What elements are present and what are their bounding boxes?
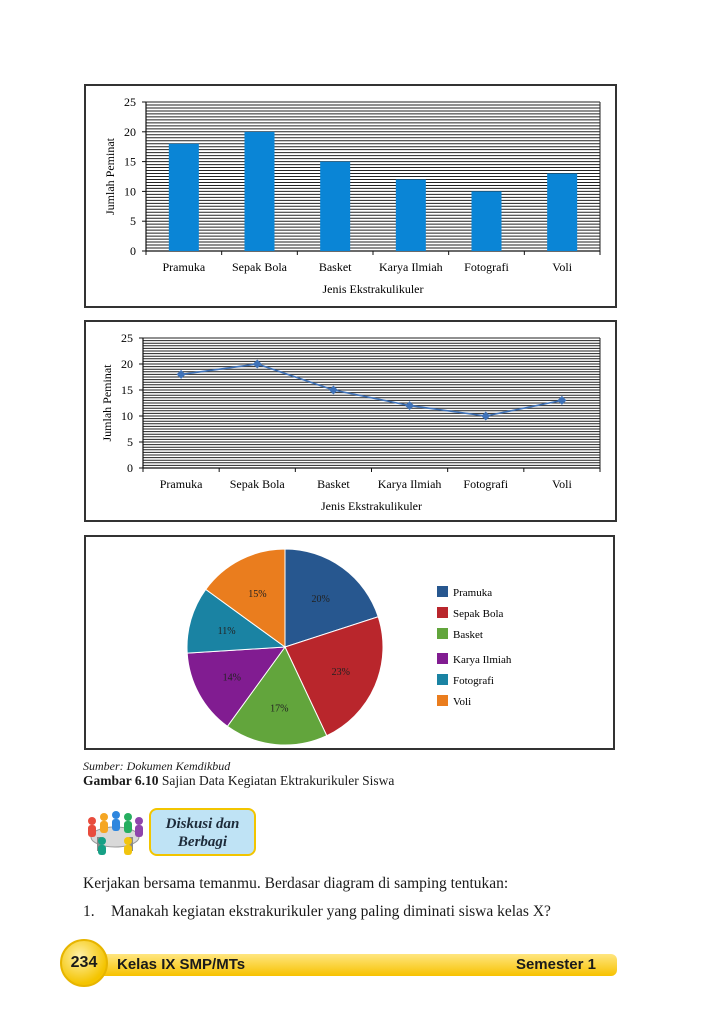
question-number: 1. xyxy=(83,903,95,920)
y-tick-label: 5 xyxy=(130,214,136,228)
book-title: Kelas IX SMP/MTs xyxy=(117,956,246,973)
line-chart: 0 5 10 15 20 25 Pramuka Sepak Bola Basket Karya I… xyxy=(84,320,617,522)
legend-swatch xyxy=(437,653,448,664)
y-tick-label: 15 xyxy=(124,155,136,169)
y-tick-label: 0 xyxy=(130,244,136,258)
slice-label: 14% xyxy=(223,672,241,683)
data-point xyxy=(176,369,186,379)
pie-slice xyxy=(186,588,287,654)
y-tick-label: 25 xyxy=(121,331,133,345)
bar xyxy=(320,161,351,251)
legend-swatch xyxy=(437,628,448,639)
pie-slice xyxy=(284,616,384,737)
pie-chart: 20% 23% 17% 14% 11% 15% Pramuka Sepak Bola Baske… xyxy=(84,535,615,750)
legend-swatch xyxy=(437,695,448,706)
legend-label: Voli xyxy=(453,696,471,708)
y-axis-label: Jumlah Peminat xyxy=(103,137,117,215)
x-axis-label: Jenis Ekstrakulikuler xyxy=(321,499,422,513)
x-tick-label: Basket xyxy=(319,260,352,274)
discussion-title-line1: Diskusi dan xyxy=(165,816,240,832)
bar xyxy=(395,179,426,251)
data-point xyxy=(481,411,491,421)
legend-swatch xyxy=(437,586,448,597)
bar xyxy=(547,173,578,251)
semester-label: Semester 1 xyxy=(515,956,596,973)
data-point xyxy=(405,401,415,411)
pie-slice xyxy=(205,548,286,648)
legend-swatch xyxy=(437,607,448,618)
slice-label: 15% xyxy=(248,589,266,600)
bar-chart: 0 5 10 15 20 25 Pramuka Sepak Bola Basket Karya I… xyxy=(84,84,617,308)
figure-caption: Gambar 6.10 Sajian Data Kegiatan Ektraku… xyxy=(83,773,394,789)
slice-label: 23% xyxy=(332,667,350,678)
y-tick-label: 0 xyxy=(127,461,133,475)
pie-slice xyxy=(186,646,287,727)
x-tick-label: Pramuka xyxy=(163,260,206,274)
footer-bar xyxy=(94,954,617,976)
y-tick-label: 20 xyxy=(124,125,136,139)
x-tick-label: Voli xyxy=(552,477,572,491)
bar xyxy=(244,131,275,251)
legend-swatch xyxy=(437,674,448,685)
x-tick-label: Sepak Bola xyxy=(230,477,286,491)
x-tick-label: Fotografi xyxy=(463,477,508,491)
bar xyxy=(471,191,502,251)
x-axis-label: Jenis Ekstrakulikuler xyxy=(323,282,424,296)
group-people-icon xyxy=(88,811,143,855)
figure-source: Sumber: Dokumen Kemdikbud xyxy=(83,759,231,773)
x-tick-label: Fotografi xyxy=(464,260,509,274)
question-text: Manakah kegiatan ekstrakurikuler yang pa… xyxy=(111,903,551,920)
y-tick-label: 5 xyxy=(127,435,133,449)
y-tick-label: 10 xyxy=(121,409,133,423)
legend-label: Sepak Bola xyxy=(453,608,504,620)
y-tick-label: 15 xyxy=(121,383,133,397)
legend-label: Basket xyxy=(453,629,483,641)
question-item: 1. Manakah kegiatan ekstrakurikuler yang … xyxy=(83,903,551,921)
x-tick-label: Sepak Bola xyxy=(232,260,288,274)
figure-label: Gambar 6.10 xyxy=(83,773,159,788)
slice-label: 11% xyxy=(218,626,236,637)
legend-label: Pramuka xyxy=(453,587,492,599)
slice-label: 17% xyxy=(270,703,288,714)
pie-chart-svg: 20% 23% 17% 14% 11% 15% Pramuka Sepak Bola Baske… xyxy=(186,548,512,746)
bar-chart-svg: 0 5 10 15 20 25 Pramuka Sepak Bola Basket Karya I… xyxy=(103,95,601,296)
y-tick-label: 10 xyxy=(124,184,136,198)
series-line xyxy=(180,363,563,417)
legend-label: Karya Ilmiah xyxy=(453,654,512,666)
y-tick-label: 25 xyxy=(124,95,136,109)
x-tick-label: Basket xyxy=(317,477,350,491)
slice-label: 20% xyxy=(312,594,330,605)
x-tick-label: Voli xyxy=(552,260,572,274)
pie-slice xyxy=(284,548,379,648)
instruction-text: Kerjakan bersama temanmu. Berdasar diagr… xyxy=(83,875,509,892)
bar xyxy=(168,143,199,251)
line-chart-svg: 0 5 10 15 20 25 Pramuka Sepak Bola Basket Karya I… xyxy=(100,331,601,513)
data-point xyxy=(328,385,338,395)
legend-label: Fotografi xyxy=(453,675,494,687)
data-point xyxy=(557,395,567,405)
x-tick-label: Karya Ilmiah xyxy=(379,260,443,274)
discussion-box: Diskusi dan Berbagi xyxy=(149,808,256,856)
y-tick-label: 20 xyxy=(121,357,133,371)
y-axis-label: Jumlah Peminat xyxy=(100,364,114,442)
discussion-title-line2: Berbagi xyxy=(177,834,228,850)
data-point xyxy=(252,359,262,369)
x-tick-label: Pramuka xyxy=(160,477,203,491)
pie-slice xyxy=(226,646,328,746)
figure-text: Sajian Data Kegiatan Ektrakurikuler Sisw… xyxy=(161,773,395,788)
x-tick-label: Karya Ilmiah xyxy=(378,477,442,491)
page-number: 234 xyxy=(60,939,108,987)
